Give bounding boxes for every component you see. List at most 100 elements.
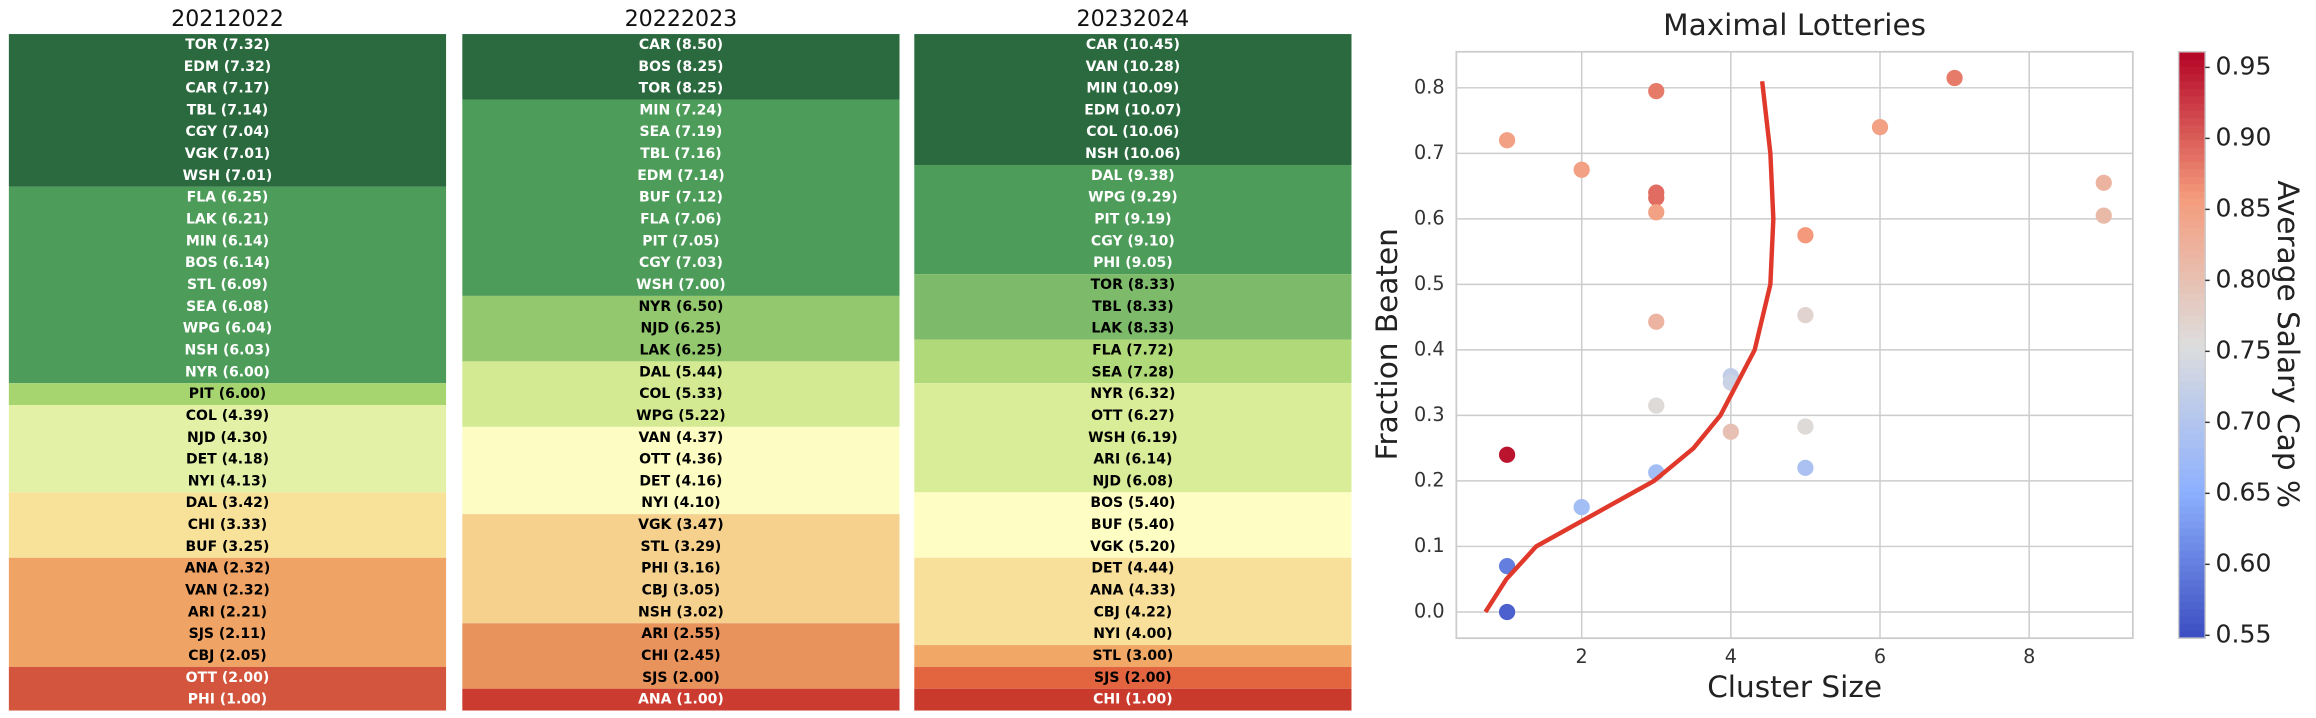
team-label: COL (4.39) — [186, 408, 269, 424]
team-label: CBJ (4.22) — [1094, 604, 1172, 620]
team-label: DET (4.16) — [639, 473, 722, 489]
team-label: PIT (6.00) — [189, 386, 266, 402]
scatter-point — [1648, 204, 1665, 221]
team-label: FLA (7.06) — [640, 212, 722, 228]
colorbar-segment — [2178, 161, 2206, 170]
colorbar-segment — [2178, 535, 2206, 544]
tier-block — [462, 688, 900, 711]
colorbar-segment — [2178, 549, 2206, 558]
colorbar-tick-label: 0.65 — [2216, 477, 2272, 506]
colorbar-tick-label: 0.70 — [2216, 406, 2272, 435]
colorbar-tick-label: 0.60 — [2216, 548, 2272, 577]
team-label: NYR (6.50) — [638, 299, 723, 315]
team-label: NSH (3.02) — [638, 604, 724, 620]
team-label: PHI (3.16) — [641, 561, 720, 577]
colorbar-segment — [2178, 168, 2206, 177]
team-label: BOS (8.25) — [638, 59, 723, 75]
colorbar-segment — [2178, 227, 2206, 236]
team-label: WSH (7.01) — [183, 168, 273, 184]
team-label: CHI (1.00) — [1093, 692, 1173, 708]
team-label: CHI (3.33) — [188, 517, 268, 533]
team-label: CAR (8.50) — [639, 37, 723, 53]
colorbar-segment — [2178, 425, 2206, 434]
team-label: BOS (5.40) — [1090, 495, 1175, 511]
team-label: NYR (6.32) — [1090, 386, 1175, 402]
colorbar-segment — [2178, 623, 2206, 632]
tier-block — [914, 34, 1352, 165]
team-label: BUF (7.12) — [639, 190, 723, 206]
colorbar-tick-label: 0.90 — [2216, 122, 2272, 151]
team-label: LAK (8.33) — [1091, 321, 1174, 337]
colorbar-segment — [2178, 205, 2206, 214]
scatter-point — [1797, 418, 1814, 435]
team-label: TBL (8.33) — [1092, 299, 1173, 315]
colorbar-segment — [2178, 109, 2206, 119]
team-label: OTT (2.00) — [186, 670, 270, 686]
team-label: OTT (4.36) — [639, 452, 723, 468]
team-label: NYR (6.00) — [185, 364, 270, 380]
team-label: NJD (6.08) — [1092, 473, 1173, 489]
colorbar-segment — [2178, 256, 2206, 265]
plot-frame — [1455, 50, 2134, 640]
colorbar-segment — [2178, 175, 2206, 185]
colorbar-segment — [2178, 447, 2206, 456]
colorbar-segment — [2178, 271, 2206, 280]
team-label: PHI (9.05) — [1093, 255, 1173, 271]
tier-block — [462, 295, 900, 362]
y-tick-label: 0.8 — [1414, 75, 1445, 98]
column-title: 20212022 — [171, 6, 284, 32]
team-label: VGK (3.47) — [638, 517, 723, 533]
team-label: PIT (7.05) — [642, 233, 719, 249]
colorbar-tick-label: 0.85 — [2216, 193, 2272, 222]
scatter-point — [2095, 174, 2112, 191]
y-tick-label: 0.2 — [1414, 468, 1445, 491]
colorbar-segment — [2178, 571, 2206, 580]
colorbar-segment — [2178, 80, 2206, 89]
team-label: SEA (7.28) — [1091, 364, 1174, 380]
scatter-point — [1573, 161, 1590, 178]
colorbar-segment — [2178, 520, 2206, 529]
colorbar-segment — [2178, 329, 2206, 339]
scatter-point — [1722, 423, 1739, 440]
colorbar-segment — [2178, 505, 2206, 514]
scatter-point — [1498, 446, 1516, 463]
team-label: VAN (10.28) — [1086, 59, 1180, 75]
tier-block — [462, 99, 900, 296]
team-label: NYI (4.13) — [188, 473, 267, 489]
colorbar-segment — [2178, 593, 2206, 602]
team-label: BUF (3.25) — [186, 539, 270, 555]
colorbar-segment — [2178, 87, 2206, 97]
team-label: NJD (4.30) — [187, 430, 268, 446]
colorbar-segment — [2178, 469, 2206, 478]
colorbar-segment — [2178, 579, 2206, 588]
scatter-point — [1797, 307, 1814, 324]
scatter-point — [1648, 313, 1665, 330]
team-label: EDM (7.32) — [184, 59, 271, 75]
team-label: TBL (7.16) — [640, 146, 721, 162]
colorbar-segment — [2178, 527, 2206, 536]
y-tick-label: 0.5 — [1414, 272, 1445, 295]
tier-block — [914, 666, 1352, 689]
colorbar-segment — [2178, 359, 2206, 368]
scatter-point — [1648, 82, 1665, 100]
colorbar-segment — [2178, 58, 2206, 67]
colorbar-segment — [2178, 146, 2206, 155]
team-label: SJS (2.00) — [1094, 670, 1172, 686]
team-label: FLA (6.25) — [187, 190, 269, 206]
colorbar-segment — [2178, 300, 2206, 309]
team-label: CGY (7.04) — [186, 124, 270, 140]
tier-block — [462, 514, 900, 624]
colorbar-segment — [2178, 483, 2206, 493]
colorbar-tick-label: 0.95 — [2216, 51, 2272, 80]
team-label: WPG (6.04) — [183, 321, 273, 337]
colorbar-segment — [2178, 183, 2206, 192]
scatter-point — [1498, 132, 1516, 149]
colorbar-segment — [2178, 454, 2206, 463]
team-label: NYI (4.10) — [641, 495, 720, 511]
colorbar-segment — [2178, 513, 2206, 522]
team-label: COL (10.06) — [1086, 124, 1179, 140]
team-label: TOR (8.33) — [1091, 277, 1176, 293]
column-title: 20232024 — [1077, 6, 1190, 32]
team-label: CAR (10.45) — [1086, 37, 1180, 53]
scatter-point — [2095, 207, 2112, 224]
